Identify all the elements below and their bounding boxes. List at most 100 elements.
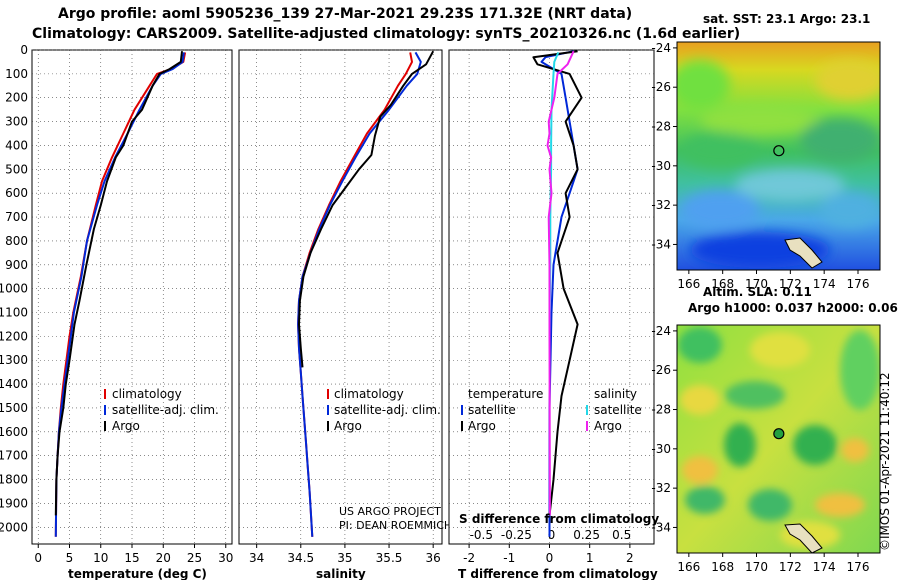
salinity-series: [297, 50, 435, 537]
argo-float-marker: [773, 145, 785, 157]
t-difference-label: T difference from climatology: [458, 567, 658, 580]
legend-marker-argo: [327, 421, 329, 431]
series-t-argo: [532, 50, 583, 516]
legend-temperature-title: temperature: [468, 387, 543, 401]
temperature-series: [54, 51, 187, 537]
s-tick-label: -0.5: [470, 528, 493, 542]
sla-lat-labels: -24 -26 -28 -30 -32 -34: [651, 324, 677, 534]
salinity-difference-ticks: -0.5 -0.25 0 0.25 0.5: [470, 528, 632, 542]
legend-argo: Argo: [112, 419, 140, 433]
y-tick-label: 1300: [0, 353, 28, 367]
y-tick-label: 1000: [0, 282, 28, 296]
lon-tick-label: 176: [847, 560, 870, 574]
sla-lon-labels: 166 168 170 172 174 176: [677, 553, 869, 574]
y-tick-label: 900: [5, 258, 28, 272]
x-tick-label: 0: [546, 551, 554, 565]
legend-marker-climatology: [104, 389, 106, 399]
legend-climatology: climatology: [334, 387, 404, 401]
legend-marker-s-argo: [586, 421, 588, 431]
series-argo: [54, 51, 183, 516]
y-tick-label: 400: [5, 138, 28, 152]
salinity-x-label: salinity: [316, 567, 366, 580]
lon-tick-label: 174: [813, 560, 836, 574]
salinity-x-ticks: 34 34.5 35 35.5 36: [249, 544, 441, 565]
lon-tick-label: 174: [813, 277, 836, 291]
sla-map-title-2: Argo h1000: 0.037 h2000: 0.06: [688, 301, 898, 315]
sst-map-title: sat. SST: 23.1 Argo: 23.1: [703, 12, 870, 26]
lat-tick-label: -32: [651, 481, 671, 495]
lon-tick-label: 176: [847, 277, 870, 291]
y-tick-label: 1700: [0, 449, 28, 463]
salinity-panel: 34 34.5 35 35.5 36 salinity climatology sate…: [238, 49, 452, 580]
sla-map-title-1: Altim. SLA: 0.11: [703, 285, 812, 299]
lon-tick-label: 166: [677, 277, 700, 291]
credit-line-2: PI: DEAN ROEMMICH: [339, 519, 452, 532]
s-tick-label: 0: [548, 528, 556, 542]
y-tick-label: 1100: [0, 306, 28, 320]
sst-lon-labels: 166 168 170 172 174 176: [677, 270, 869, 291]
pressure-axis-labels: 0 100 200 300 400 500 600 700 800 900 1000 1100 1200…: [0, 43, 28, 534]
lon-tick-label: 168: [711, 277, 734, 291]
temperature-x-ticks: 0 5 10 15 20 25 30: [34, 544, 233, 565]
sst-lat-labels: -24 -26 -28 -30 -32 -34: [651, 41, 677, 251]
salinity-legend: climatology satellite-adj. clim. Argo: [327, 387, 441, 433]
s-tick-label: 0.5: [612, 528, 631, 542]
x-tick-label: 1: [586, 551, 594, 565]
difference-panel: -2 -1 0 1 2 -0.5 -0.25 0 0.25 0.5 S difference f…: [448, 49, 659, 580]
legend-marker-satellite: [327, 405, 329, 415]
legend-marker-t-argo: [461, 421, 463, 431]
legend-marker-satellite: [104, 405, 106, 415]
x-tick-label: 15: [124, 551, 139, 565]
series-s-argo: [546, 50, 575, 516]
lon-tick-label: 168: [711, 560, 734, 574]
legend-marker-argo: [104, 421, 106, 431]
credit-line-1: US ARGO PROJECT: [339, 505, 441, 518]
y-tick-label: 1500: [0, 401, 28, 415]
y-tick-label: 700: [5, 210, 28, 224]
legend-marker-climatology: [327, 389, 329, 399]
y-tick-label: 1200: [0, 329, 28, 343]
x-tick-label: 10: [93, 551, 108, 565]
s-difference-label: S difference from climatology: [459, 512, 659, 526]
y-tick-label: 0: [20, 43, 28, 57]
argo-float-marker: [773, 428, 785, 440]
title-line-2: Climatology: CARS2009. Satellite-adjuste…: [32, 26, 741, 42]
legend-t-satellite: satellite: [468, 403, 516, 417]
legend-s-argo: Argo: [594, 419, 622, 433]
x-tick-label: 5: [66, 551, 74, 565]
lat-tick-label: -30: [651, 159, 671, 173]
legend-satellite-adj: satellite-adj. clim.: [112, 403, 219, 417]
lon-tick-label: 170: [745, 560, 768, 574]
sst-map-frame: [676, 41, 881, 271]
y-tick-label: 500: [5, 162, 28, 176]
x-tick-label: 30: [218, 551, 233, 565]
sla-map: Altim. SLA: 0.11 Argo h1000: 0.037 h2000…: [651, 285, 897, 574]
y-tick-label: 1800: [0, 473, 28, 487]
legend-marker-t-satellite: [461, 405, 463, 415]
x-tick-label: 36: [426, 551, 441, 565]
lat-tick-label: -32: [651, 198, 671, 212]
x-tick-label: 34.5: [287, 551, 314, 565]
x-tick-label: 2: [626, 551, 634, 565]
temperature-panel: 0100200300400500600700800900100011001200…: [0, 43, 233, 580]
temperature-plot-frame: [31, 49, 233, 545]
legend-climatology: climatology: [112, 387, 182, 401]
s-tick-label: -0.25: [501, 528, 532, 542]
title-line-1: Argo profile: aoml 5905236_139 27-Mar-20…: [58, 6, 633, 22]
lon-tick-label: 172: [779, 277, 802, 291]
difference-x-ticks: -2 -1 0 1 2: [463, 544, 634, 565]
lat-tick-label: -26: [651, 80, 671, 94]
y-tick-label: 2000: [0, 520, 28, 534]
temperature-grid: [32, 49, 232, 544]
lon-tick-label: 170: [745, 277, 768, 291]
difference-legend: temperature salinity satellite Argo sate…: [461, 387, 642, 433]
lat-tick-label: -24: [651, 41, 671, 55]
series-argo: [298, 50, 435, 368]
y-tick-label: 200: [5, 91, 28, 105]
lat-tick-label: -24: [651, 324, 671, 338]
y-tick-label: 100: [5, 67, 28, 81]
lat-tick-label: -28: [651, 120, 671, 134]
y-tick-label: 1900: [0, 496, 28, 510]
